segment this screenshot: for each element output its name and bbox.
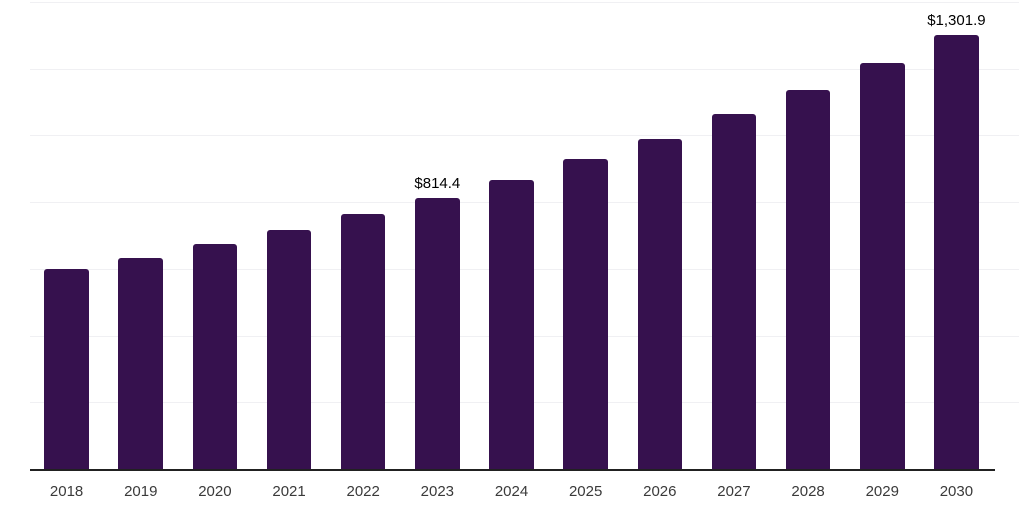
bar-2026 bbox=[637, 138, 683, 470]
x-tick-2025: 2025 bbox=[568, 483, 603, 500]
x-tick-2023: 2023 bbox=[420, 483, 455, 500]
x-axis-line bbox=[30, 468, 995, 471]
bar-2019 bbox=[118, 258, 164, 470]
bar-2029 bbox=[859, 62, 905, 470]
x-tick-2028: 2028 bbox=[791, 483, 825, 500]
bar-2022 bbox=[340, 213, 386, 470]
x-tick-2024: 2024 bbox=[494, 483, 529, 500]
data-label-2023: $814.4 bbox=[414, 174, 461, 192]
data-label-2030: $1,301.9 bbox=[927, 12, 986, 30]
gridline-1000 bbox=[30, 135, 1019, 137]
gridline-1200 bbox=[30, 68, 1019, 70]
x-tick-2022: 2022 bbox=[346, 483, 380, 500]
x-tick-2026: 2026 bbox=[643, 483, 677, 500]
x-tick-2030: 2030 bbox=[939, 483, 974, 500]
bar-2028 bbox=[785, 89, 831, 470]
x-tick-2021: 2021 bbox=[272, 483, 306, 500]
bar-2021 bbox=[266, 229, 312, 470]
gridline-1400 bbox=[30, 2, 1019, 3]
x-tick-2029: 2029 bbox=[865, 483, 899, 500]
bar-2024 bbox=[489, 179, 534, 470]
bar-2018 bbox=[44, 269, 89, 470]
bar-2025 bbox=[563, 158, 608, 470]
x-tick-2019: 2019 bbox=[124, 483, 158, 500]
x-tick-2027: 2027 bbox=[717, 483, 751, 500]
x-tick-2018: 2018 bbox=[49, 483, 84, 500]
bar-2020 bbox=[192, 244, 238, 470]
x-tick-2020: 2020 bbox=[198, 483, 232, 500]
bar-2027 bbox=[711, 114, 757, 470]
bar-2023 bbox=[415, 197, 460, 470]
bar-2030 bbox=[934, 35, 979, 470]
